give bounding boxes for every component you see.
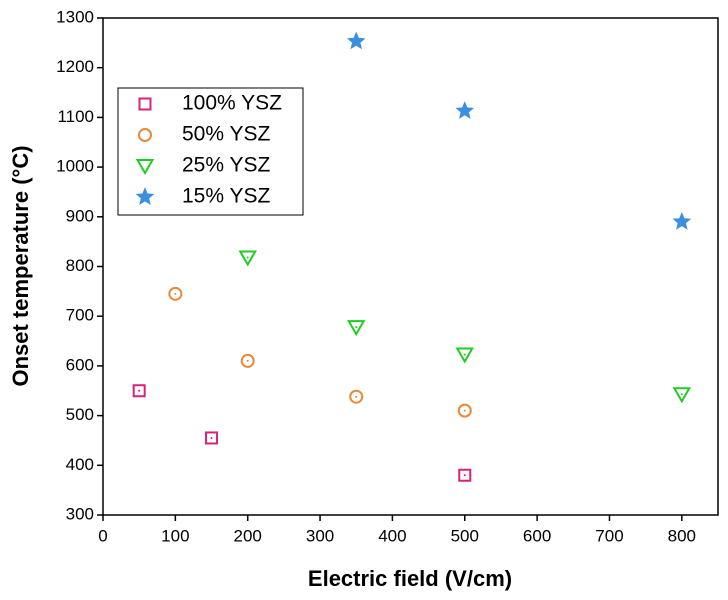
point [347,320,366,337]
legend-label: 25% YSZ [182,154,270,177]
point-center [246,256,249,259]
x-tick-label: 400 [378,526,406,545]
x-axis-title: Electric field (V/cm) [308,566,512,591]
point [672,387,692,404]
y-tick-label: 400 [66,455,94,474]
legend-marker [138,128,152,142]
x-tick-label: 700 [595,526,623,545]
point-center [680,393,683,396]
point-center [210,436,213,439]
x-tick-label: 600 [523,526,551,545]
point [457,403,472,418]
y-tick-label: 800 [66,256,94,275]
y-tick-label: 600 [66,355,94,374]
y-tick-label: 1000 [56,157,94,176]
legend-label: 50% YSZ [182,123,270,146]
y-tick-label: 300 [66,504,94,523]
point-center [463,353,466,356]
point-center [174,292,177,295]
point [238,250,257,267]
x-tick-label: 200 [234,526,262,545]
point-center [138,389,141,392]
legend-label: 15% YSZ [182,185,270,208]
y-tick-label: 1200 [56,57,94,76]
point [346,31,366,50]
point [455,347,474,364]
point-center [355,326,358,329]
x-tick-label: 0 [98,526,107,545]
y-tick-label: 1100 [57,107,94,126]
point-center [463,409,466,412]
point [349,389,364,404]
point-center [463,474,466,477]
legend-marker [135,187,155,205]
point [205,431,219,445]
y-tick-label: 1300 [56,7,94,26]
point [240,353,255,368]
legend-label: 100% YSZ [182,92,282,115]
point-center [355,395,358,398]
point [672,211,692,230]
point [455,101,475,119]
x-tick-label: 300 [306,526,334,545]
y-axis-title: Onset temperature (°C) [8,145,33,386]
y-tick-label: 900 [66,206,94,225]
x-tick-label: 100 [161,526,189,545]
legend-marker [135,159,155,176]
x-tick-label: 500 [451,526,479,545]
point [132,384,146,398]
legend-marker [138,97,152,111]
x-tick-label: 800 [668,526,696,545]
y-tick-label: 500 [66,405,94,424]
point [168,286,183,301]
point-center [246,359,249,362]
point [458,468,472,482]
y-tick-label: 700 [66,306,94,325]
